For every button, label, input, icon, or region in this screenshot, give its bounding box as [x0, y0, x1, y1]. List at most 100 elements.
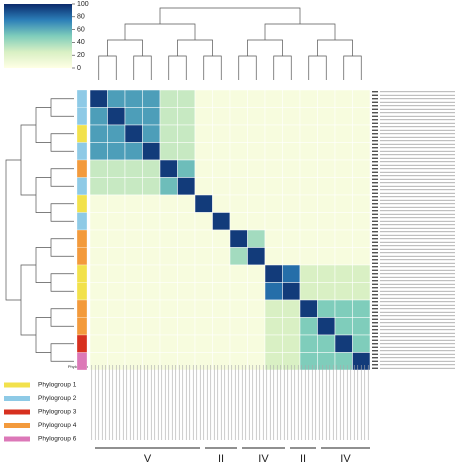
dendrogram-branch [247, 39, 283, 56]
heatmap-cell [177, 229, 196, 248]
heatmap-cell [159, 89, 178, 108]
heatmap-cell [212, 194, 231, 213]
heatmap-cell [142, 282, 161, 301]
heatmap-cell [352, 177, 371, 196]
heatmap-cell [229, 334, 248, 353]
colorbar-tick-label: 80 [77, 14, 85, 21]
heatmap-cell [177, 334, 196, 353]
phylogroup-strip-cell [76, 334, 88, 353]
heatmap-cell [334, 317, 353, 336]
heatmap-cell [124, 107, 143, 126]
heatmap-cell [212, 229, 231, 248]
heatmap-cell [264, 124, 283, 143]
heatmap-cell [247, 107, 266, 126]
group-label: II [218, 453, 224, 465]
dendrogram-branch [50, 308, 74, 327]
phylogroup-strip-cell [76, 177, 88, 196]
heatmap-cell [334, 264, 353, 283]
heatmap-cell [89, 334, 108, 353]
legend-label: Phylogroup 6 [38, 436, 77, 443]
heatmap-cell [194, 194, 213, 213]
heatmap-cell [247, 159, 266, 178]
heatmap-cell [194, 159, 213, 178]
heatmap-cell [142, 264, 161, 283]
heatmap-cell [159, 194, 178, 213]
dendrogram-branch [238, 55, 257, 80]
heatmap-cell [159, 282, 178, 301]
heatmap-cell [142, 159, 161, 178]
heatmap-cell [142, 229, 161, 248]
heatmap-cell [317, 299, 336, 318]
heatmap-cell [264, 334, 283, 353]
heatmap-cell [229, 282, 248, 301]
heatmap-cell [107, 334, 126, 353]
heatmap-cell [317, 334, 336, 353]
heatmap-cell [107, 107, 126, 126]
heatmap-cell [317, 159, 336, 178]
heatmap-cell [317, 212, 336, 231]
heatmap-cell [159, 124, 178, 143]
heatmap-cell [247, 334, 266, 353]
heatmap-cell [299, 264, 318, 283]
heatmap-cell [124, 159, 143, 178]
group-label: II [300, 453, 306, 465]
dendrogram-branch [317, 39, 353, 56]
legend-swatch [4, 409, 30, 415]
phylogroup-strip-cell [76, 229, 88, 248]
heatmap-cell [247, 142, 266, 161]
heatmap-cell [352, 229, 371, 248]
colorbar-tick-label: 60 [77, 26, 85, 33]
group-label: IV [340, 453, 351, 465]
heatmap-cell [107, 212, 126, 231]
heatmap-cell [212, 247, 231, 266]
heatmap-cell [89, 107, 108, 126]
heatmap-cell [212, 177, 231, 196]
heatmap-cell [299, 89, 318, 108]
heatmap-cell [159, 177, 178, 196]
dendrogram-branch [50, 203, 74, 222]
heatmap-cell [194, 317, 213, 336]
heatmap-cell [89, 299, 108, 318]
dendrogram-branch [50, 98, 74, 117]
heatmap-cell [194, 247, 213, 266]
heatmap-cell [229, 194, 248, 213]
group-label: V [144, 453, 152, 465]
heatmap-cell [159, 264, 178, 283]
heatmap-cell [317, 229, 336, 248]
colorbar [4, 4, 72, 68]
phylogroup-strip-cell [76, 142, 88, 161]
heatmap-cell [352, 107, 371, 126]
heatmap-cell [247, 124, 266, 143]
heatmap-cell [89, 264, 108, 283]
dendrogram-branch [133, 55, 152, 80]
heatmap-cell [352, 142, 371, 161]
heatmap-cell [317, 317, 336, 336]
heatmap-cell [317, 107, 336, 126]
heatmap-cell [229, 89, 248, 108]
heatmap-cell [212, 124, 231, 143]
heatmap-cell [334, 229, 353, 248]
heatmap-cell [142, 212, 161, 231]
phylogroup-strip-cell [76, 299, 88, 318]
heatmap-cell [142, 89, 161, 108]
heatmap-cell [89, 194, 108, 213]
heatmap-cell [247, 194, 266, 213]
heatmap-cell [142, 299, 161, 318]
heatmap-cell [124, 317, 143, 336]
heatmap-cell [124, 212, 143, 231]
heatmap-cell [317, 89, 336, 108]
dendrogram-branch [20, 124, 36, 196]
heatmap-cell [247, 247, 266, 266]
heatmap-cell [194, 142, 213, 161]
heatmap-cell [107, 299, 126, 318]
heatmap-cell [159, 334, 178, 353]
heatmap-cell [124, 194, 143, 213]
heatmap-cell [177, 194, 196, 213]
heatmap-cell [142, 107, 161, 126]
heatmap-cell [299, 282, 318, 301]
heatmap-cell [229, 229, 248, 248]
heatmap-cell [124, 229, 143, 248]
heatmap-cell [177, 264, 196, 283]
legend-label: Phylogroup 4 [38, 422, 77, 429]
heatmap-cell [89, 212, 108, 231]
